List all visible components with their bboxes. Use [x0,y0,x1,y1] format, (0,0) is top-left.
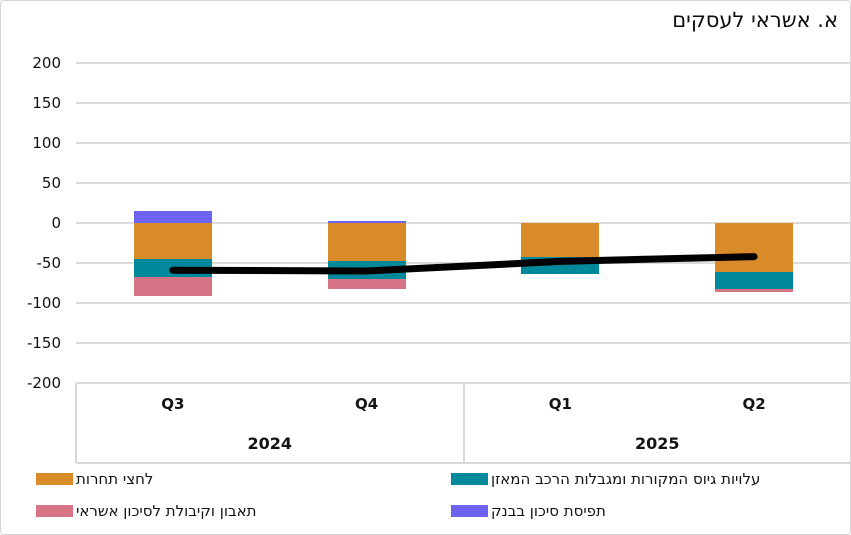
y-axis-label: 150 [32,94,61,112]
x-axis-year-label: 2024 [247,434,293,453]
legend-label: תאבון וקיבולת לסיכון אשראי [76,502,257,520]
legend-label: תפיסת סיכון בבנק [491,502,606,520]
chart-title: א. אשראי לעסקים [672,8,838,32]
x-axis-year-label: 2025 [634,434,680,453]
y-axis-label: -50 [36,254,62,272]
legend-label: עלויות גיוס המקורות ומגבלות הרכב המאזן [491,470,761,488]
x-axis-group-separator [462,383,465,463]
x-axis-quarter-label: Q3 [161,395,185,413]
gridline [76,102,850,104]
x-axis-quarter-label: Q2 [742,395,766,413]
legend-item: לחצי תחרות [36,470,153,488]
legend-swatch [451,505,488,517]
bar-segment-series2 [133,276,212,296]
gridline [76,302,850,304]
y-axis-label: 50 [41,174,61,192]
y-axis-label: 0 [51,214,61,232]
legend-swatch [451,473,488,485]
gridline [76,182,850,184]
bar-segment-series0 [133,223,212,259]
y-axis-label: -100 [26,294,61,312]
gridline [76,62,850,64]
bar-segment-series2 [715,288,794,292]
y-axis-label: -150 [26,334,61,352]
x-axis-quarter-label: Q1 [548,395,572,413]
legend-label: לחצי תחרות [76,470,154,488]
y-axis-label: -200 [26,374,61,392]
bar-segment-series2 [327,279,406,290]
bar-segment-series3 [133,211,212,223]
bar-segment-series0 [715,223,794,272]
legend-item: תאבון וקיבולת לסיכון אשראי [36,502,256,520]
x-axis-bottom-line [76,462,850,464]
gridline [76,222,850,224]
bar-segment-series0 [521,223,600,257]
legend-item: תפיסת סיכון בבנק [451,502,606,520]
bar-segment-series1 [715,271,794,289]
legend-swatch [36,505,73,517]
bar-segment-series3 [327,220,406,223]
x-axis-group-separator [75,383,77,463]
net-balance-line [169,253,758,275]
legend-swatch [36,473,73,485]
gridline [76,342,850,344]
y-axis-label: 200 [32,54,61,72]
gridline [76,142,850,144]
x-axis-quarter-label: Q4 [355,395,379,413]
y-axis-label: 100 [32,134,61,152]
legend-item: עלויות גיוס המקורות ומגבלות הרכב המאזן [451,470,760,488]
bar-segment-series0 [327,223,406,262]
